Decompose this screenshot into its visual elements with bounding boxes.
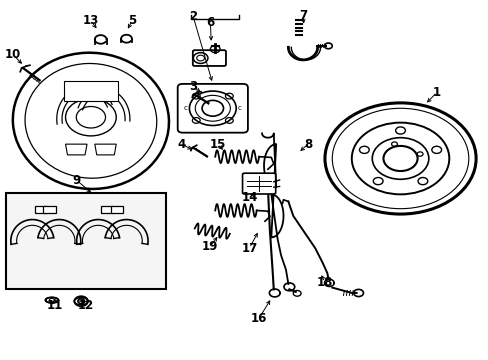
Text: c: c bbox=[183, 105, 187, 111]
Polygon shape bbox=[65, 144, 87, 155]
Text: c: c bbox=[237, 105, 241, 111]
Text: 2: 2 bbox=[189, 10, 197, 23]
Ellipse shape bbox=[13, 53, 169, 189]
Text: 10: 10 bbox=[5, 48, 21, 61]
FancyBboxPatch shape bbox=[192, 50, 225, 66]
Text: 11: 11 bbox=[46, 299, 62, 312]
Text: 7: 7 bbox=[298, 9, 306, 22]
Text: 9: 9 bbox=[72, 174, 80, 186]
Text: 12: 12 bbox=[78, 299, 94, 312]
Text: 4: 4 bbox=[177, 138, 185, 150]
Text: 16: 16 bbox=[250, 311, 267, 325]
Text: 6: 6 bbox=[206, 16, 214, 29]
Ellipse shape bbox=[74, 298, 88, 305]
Text: 14: 14 bbox=[241, 192, 257, 204]
Text: 8: 8 bbox=[303, 138, 311, 150]
FancyBboxPatch shape bbox=[242, 173, 275, 194]
Text: 5: 5 bbox=[128, 14, 136, 27]
Text: 1: 1 bbox=[432, 86, 440, 99]
FancyBboxPatch shape bbox=[43, 206, 56, 213]
Text: 19: 19 bbox=[202, 240, 218, 253]
Text: 3: 3 bbox=[189, 80, 197, 93]
Text: 17: 17 bbox=[241, 242, 257, 255]
Text: 15: 15 bbox=[209, 138, 225, 150]
FancyBboxPatch shape bbox=[101, 206, 113, 213]
FancyBboxPatch shape bbox=[35, 206, 47, 213]
FancyBboxPatch shape bbox=[110, 206, 123, 213]
Text: 13: 13 bbox=[82, 14, 99, 27]
Polygon shape bbox=[95, 144, 116, 155]
Text: 18: 18 bbox=[316, 276, 332, 289]
FancyBboxPatch shape bbox=[177, 84, 247, 133]
Bar bbox=[5, 193, 166, 289]
Ellipse shape bbox=[25, 63, 157, 178]
Polygon shape bbox=[64, 81, 118, 101]
